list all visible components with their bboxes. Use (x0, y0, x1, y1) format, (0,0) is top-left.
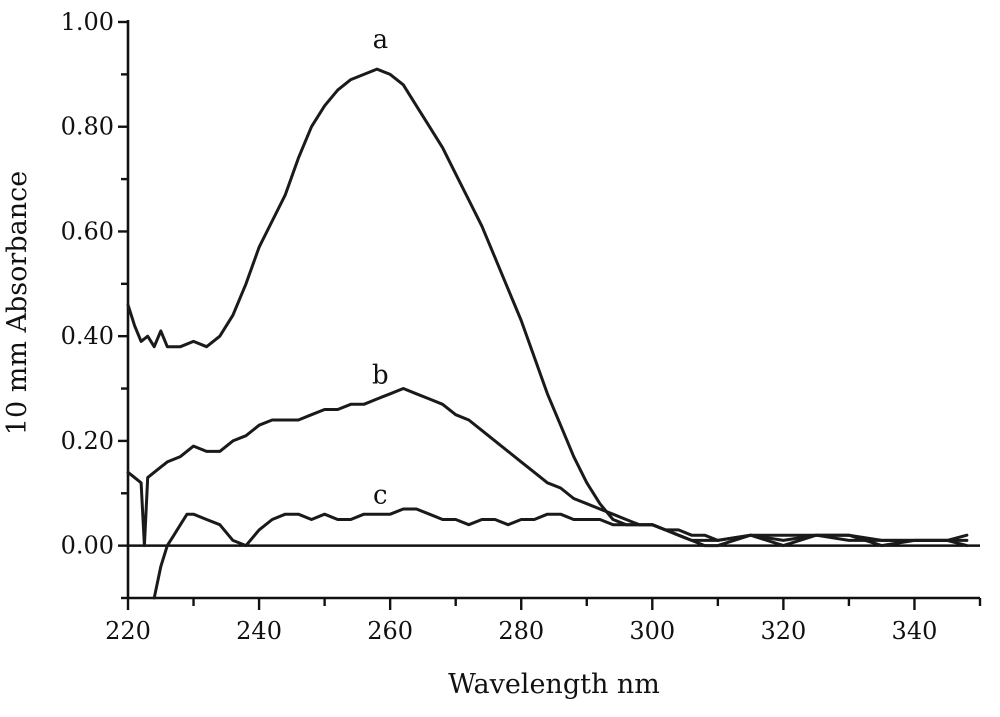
x-tick-label: 280 (498, 617, 544, 645)
series-label-b: b (372, 360, 389, 390)
y-axis-ticks: 0.00 0.20 0.40 0.60 0.80 1.00 (61, 8, 128, 600)
x-axis-ticks: 220 240 260 280 300 320 340 (105, 598, 982, 645)
x-axis-title: Wavelength nm (448, 669, 660, 700)
plot-area: 0.00 0.20 0.40 0.60 0.80 1.00 220 240 260 280 300… (61, 8, 982, 645)
x-tick-label: 260 (367, 617, 413, 645)
x-tick-label: 340 (892, 617, 938, 645)
series-line-c (152, 507, 969, 600)
x-tick-label: 240 (236, 617, 282, 645)
y-tick-label: 0.80 (61, 113, 114, 141)
y-tick-label: 1.00 (61, 8, 114, 36)
x-tick-label: 320 (760, 617, 806, 645)
x-tick-label: 220 (105, 617, 151, 645)
y-tick-label: 0.00 (61, 532, 114, 560)
series-annotations: a b c (372, 25, 389, 511)
y-tick-label: 0.40 (61, 322, 114, 350)
y-tick-label: 0.60 (61, 217, 114, 245)
x-tick-label: 300 (629, 617, 675, 645)
series-label-a: a (373, 25, 389, 55)
y-axis-title: 10 mm Absorbance (2, 171, 33, 435)
y-tick-label: 0.20 (61, 427, 114, 455)
series-line-a (126, 67, 969, 548)
series-lines (126, 67, 969, 600)
series-label-c: c (373, 481, 388, 511)
series-line-b (126, 387, 969, 548)
